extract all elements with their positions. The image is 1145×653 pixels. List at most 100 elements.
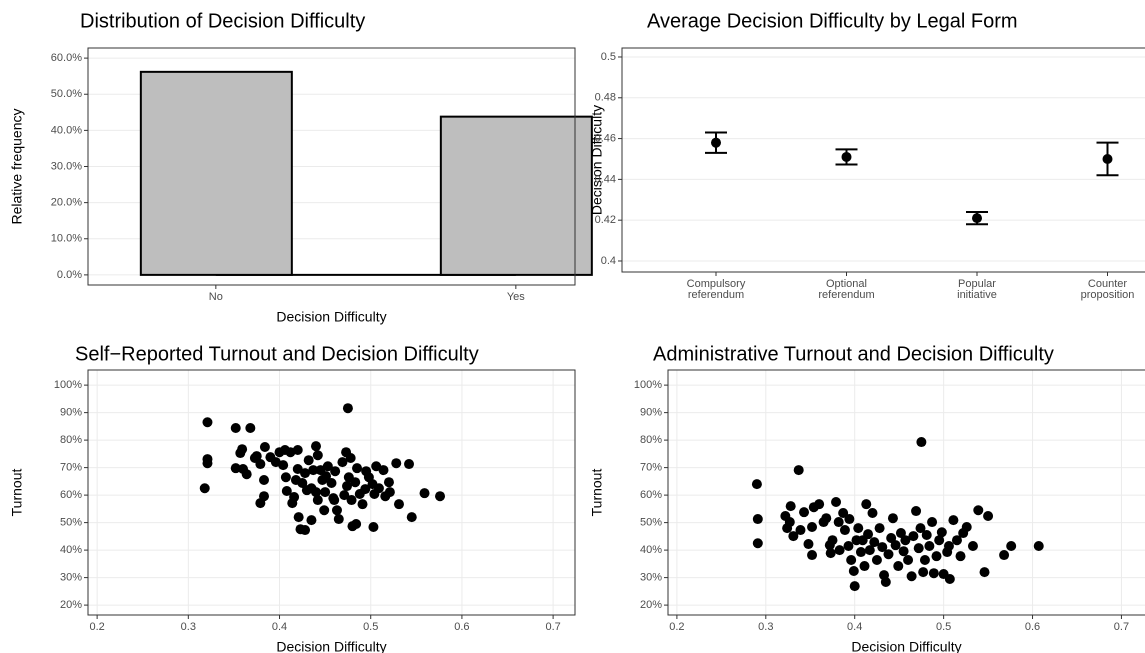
y-tick-label: 30% (60, 572, 82, 584)
point (793, 465, 804, 476)
point (308, 465, 319, 476)
panel-background (668, 370, 1145, 615)
point (259, 441, 270, 452)
y-tick-label: 100% (54, 379, 82, 391)
point (883, 549, 894, 560)
point (821, 513, 832, 524)
y-axis-title: Turnout (9, 469, 25, 517)
chart-title: Average Decision Difficulty by Legal For… (647, 10, 1018, 32)
point (943, 540, 954, 551)
point (784, 517, 795, 528)
point (251, 451, 262, 462)
y-tick-label: 10.0% (51, 233, 82, 245)
point (293, 512, 304, 523)
x-tick-label: Optional (826, 278, 867, 290)
point (383, 477, 394, 488)
point (834, 545, 845, 556)
point (918, 567, 929, 578)
point (310, 487, 321, 498)
point (419, 488, 430, 499)
point (886, 533, 897, 544)
y-axis-title: Relative frequency (9, 109, 25, 225)
point (983, 511, 994, 522)
x-tick-label: referendum (818, 289, 874, 301)
point (934, 535, 945, 546)
point (855, 547, 866, 558)
point (877, 542, 888, 553)
y-tick-label: 0.42 (595, 214, 616, 226)
point (921, 529, 932, 540)
x-tick-label: 0.3 (181, 621, 196, 633)
point (788, 531, 799, 542)
point (831, 496, 842, 507)
point (378, 465, 389, 476)
x-tick-label: 0.4 (847, 621, 862, 633)
y-tick-label: 20.0% (51, 197, 82, 209)
point (245, 423, 256, 434)
panel-border (87, 369, 576, 616)
point (342, 481, 353, 492)
y-tick-label: 90% (640, 407, 662, 419)
y-tick-label: 50% (60, 517, 82, 529)
y-tick-label: 50.0% (51, 88, 82, 100)
point (312, 450, 323, 461)
y-tick-label: 80% (640, 434, 662, 446)
point (1006, 540, 1017, 551)
chart-title: Distribution of Decision Difficulty (80, 10, 365, 32)
panel-border (667, 369, 1145, 616)
point (948, 515, 959, 526)
x-tick-label: 0.5 (363, 621, 378, 633)
point (384, 487, 395, 498)
panel: Distribution of Decision Difficulty Relat… (9, 10, 593, 325)
point (890, 540, 901, 551)
point (906, 571, 917, 582)
point (752, 538, 763, 549)
x-tick-label: 0.6 (1025, 621, 1040, 633)
point (711, 137, 721, 148)
point (435, 491, 446, 502)
y-tick-label: 60% (640, 489, 662, 501)
x-tick-label: No (209, 291, 223, 303)
point (237, 444, 248, 455)
point (368, 522, 379, 533)
point (895, 528, 906, 539)
point (230, 423, 241, 434)
x-tick-label: 0.3 (758, 621, 773, 633)
point (280, 472, 291, 483)
y-tick-label: 0.4 (601, 255, 616, 267)
point (903, 555, 914, 566)
point (908, 531, 919, 542)
point (887, 513, 898, 524)
point (202, 417, 213, 428)
point (241, 469, 252, 480)
point (350, 477, 361, 488)
point (342, 403, 353, 414)
point (259, 474, 270, 485)
point (297, 478, 308, 489)
point (1102, 153, 1113, 164)
point (861, 499, 872, 510)
point (841, 151, 852, 162)
y-tick-label: 0.46 (595, 132, 616, 144)
point (310, 441, 321, 452)
x-tick-label: 0.7 (545, 621, 560, 633)
point (345, 452, 356, 463)
point (785, 501, 796, 512)
panel-border (87, 47, 576, 286)
point (867, 507, 878, 518)
point (230, 463, 241, 474)
point (278, 460, 289, 471)
point (919, 555, 930, 566)
y-tick-label: 70% (640, 462, 662, 474)
x-tick-label: 0.5 (936, 621, 951, 633)
x-tick-label: referendum (688, 289, 744, 301)
x-tick-label: Popular (958, 278, 996, 290)
point (967, 540, 978, 551)
point (814, 499, 825, 510)
point (849, 581, 860, 592)
point (913, 543, 924, 554)
y-tick-label: 40% (640, 544, 662, 556)
point (900, 535, 911, 546)
point (1033, 540, 1044, 551)
